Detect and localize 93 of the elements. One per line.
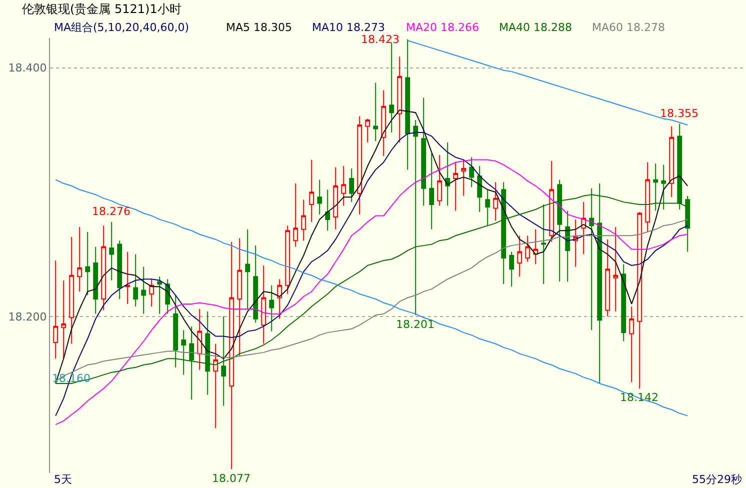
annotation: 18.201 xyxy=(396,318,434,331)
candlestick xyxy=(221,316,226,406)
candlestick xyxy=(581,202,586,255)
candlestick xyxy=(85,231,90,296)
candlestick xyxy=(229,241,234,470)
candlestick xyxy=(509,251,514,288)
candlestick xyxy=(245,228,250,310)
candlestick xyxy=(173,294,178,368)
candlestick xyxy=(269,284,274,332)
candlestick xyxy=(541,204,546,285)
candlestick xyxy=(213,343,218,429)
candlestick xyxy=(141,266,146,314)
candlestick xyxy=(493,182,498,222)
candlestick xyxy=(389,42,394,133)
candlestick xyxy=(301,199,306,242)
candlestick xyxy=(661,164,666,210)
candlestick xyxy=(309,159,314,222)
candlestick xyxy=(93,246,98,314)
candlestick xyxy=(293,182,298,248)
candlestick xyxy=(205,310,210,396)
candlestick xyxy=(629,306,634,383)
candlestick xyxy=(181,330,186,376)
candlestick xyxy=(277,278,282,320)
candlestick xyxy=(357,116,362,215)
candlestick xyxy=(157,276,162,314)
candlestick xyxy=(525,235,530,262)
candlestick xyxy=(429,153,434,230)
candlestick xyxy=(397,56,402,143)
candlestick xyxy=(349,168,354,203)
candlestick xyxy=(117,240,122,300)
candlestick xyxy=(133,254,138,307)
candlestick xyxy=(253,245,258,324)
candlestick xyxy=(501,182,506,285)
candlestick xyxy=(197,308,202,370)
candlestick xyxy=(189,326,194,400)
candlestick xyxy=(573,218,578,268)
text: MA60 18.278 xyxy=(592,21,665,34)
candlestick xyxy=(317,179,322,215)
candlestick xyxy=(109,221,114,281)
candlestick xyxy=(461,159,466,196)
candlestick xyxy=(341,166,346,206)
candlestick xyxy=(653,163,658,212)
candlestick xyxy=(405,38,410,170)
candlestick xyxy=(445,142,450,206)
candlestick xyxy=(101,225,106,311)
legend-title: MA组合(5,10,20,40,60,0) xyxy=(54,21,190,34)
text: MA20 18.266 xyxy=(406,21,479,34)
annotation: 18.355 xyxy=(660,107,698,120)
y-tick-label: 18.200 xyxy=(8,310,47,324)
candlestick xyxy=(69,236,74,344)
candlestick xyxy=(125,251,130,304)
candlestick xyxy=(77,226,82,292)
candlestick xyxy=(605,238,610,317)
candlestick xyxy=(621,264,626,342)
candlestick xyxy=(453,162,458,212)
candlestick xyxy=(669,126,674,198)
candlestick xyxy=(373,82,378,142)
text: MA40 18.288 xyxy=(499,21,572,34)
candlestick xyxy=(285,225,290,295)
candlestick xyxy=(485,189,490,226)
chart-title: 伦敦银现(贵金属 5121)1小时 xyxy=(22,2,182,16)
candlestick xyxy=(685,195,690,252)
candlestick xyxy=(597,182,602,384)
text: 55分29秒 xyxy=(692,473,742,486)
candlestick xyxy=(261,264,266,344)
annotation: 18.276 xyxy=(92,205,130,218)
text: MA5 18.305 xyxy=(226,21,292,34)
annotation: 18.077 xyxy=(212,472,250,485)
candlestick xyxy=(421,97,426,206)
candlestick xyxy=(333,166,338,230)
candlestick xyxy=(413,120,418,316)
candlestick xyxy=(549,160,554,242)
y-tick-label: 18.400 xyxy=(8,62,47,75)
candlestick xyxy=(149,278,154,307)
candlestick xyxy=(557,179,562,282)
candlestick xyxy=(637,212,642,389)
candlestick xyxy=(477,166,482,212)
text: 5天 xyxy=(54,473,72,486)
candlestick xyxy=(613,226,618,312)
candlestick xyxy=(61,280,66,360)
candlestick xyxy=(589,188,594,331)
candlestick xyxy=(517,235,522,278)
candlestick xyxy=(365,118,370,143)
candlestick xyxy=(677,123,682,210)
candlestick xyxy=(325,189,330,232)
candlestick xyxy=(437,154,442,206)
candlestick xyxy=(237,238,242,357)
text: MA10 18.273 xyxy=(312,21,385,34)
candlestick xyxy=(645,162,650,232)
candlestick xyxy=(469,156,474,188)
candlestick xyxy=(53,260,58,360)
candlestick xyxy=(381,90,386,157)
annotation: 18.423 xyxy=(361,33,400,46)
